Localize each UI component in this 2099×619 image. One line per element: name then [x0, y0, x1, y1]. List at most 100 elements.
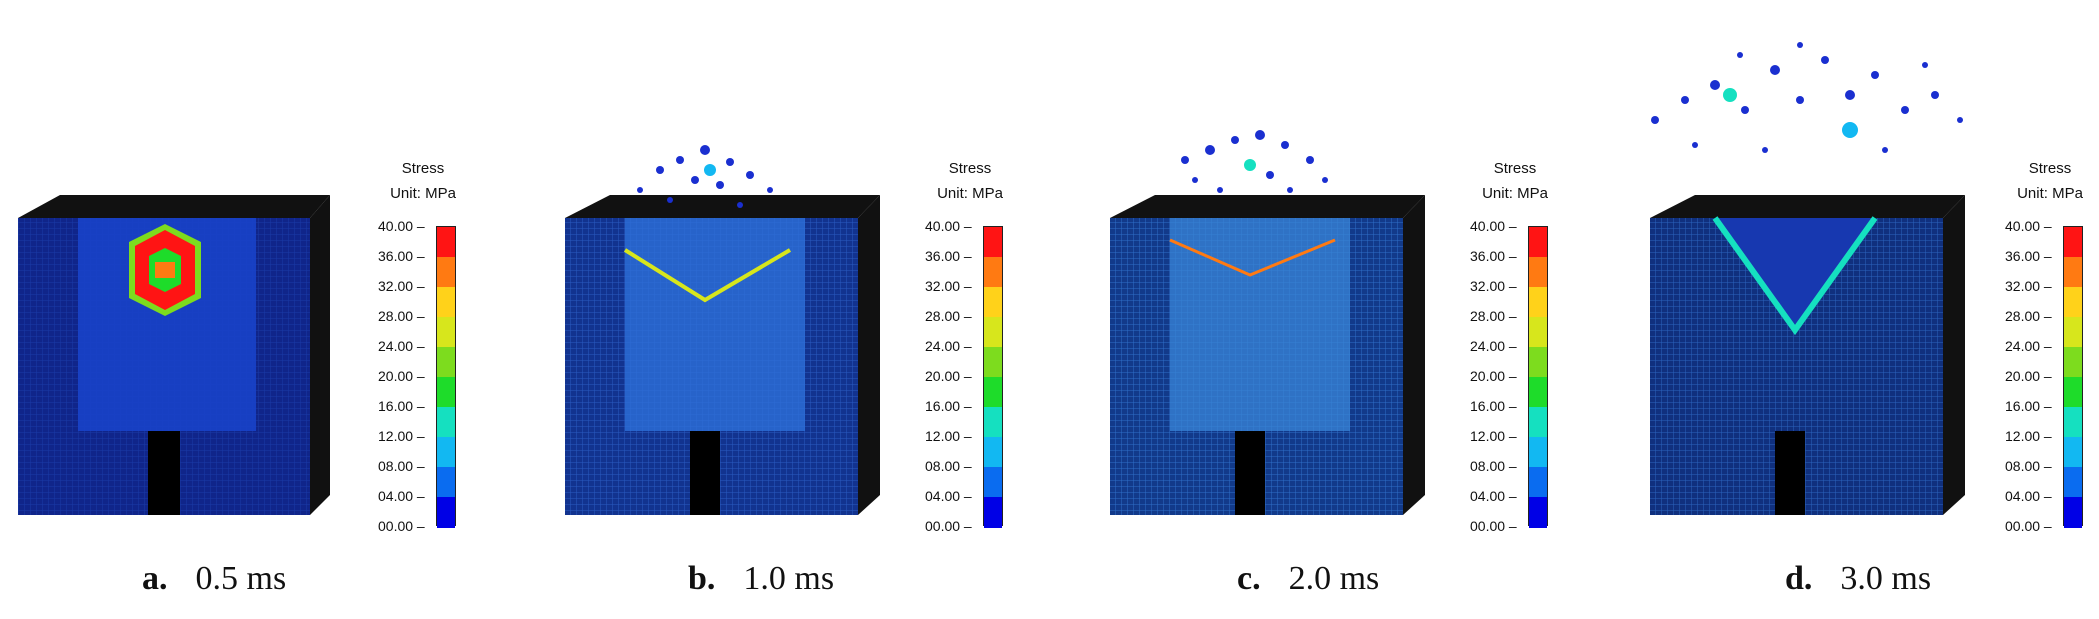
color-scale-segment — [2064, 347, 2082, 378]
legend-title: Stress — [948, 160, 992, 177]
legend-unit: Unit: MPa — [1482, 185, 1548, 202]
color-scale-segment — [2064, 497, 2082, 528]
color-scale-segment — [1529, 227, 1547, 258]
legend-title: Stress — [1493, 160, 1537, 177]
caption-c: c. 2.0 ms — [1237, 560, 1379, 598]
tick-label: 12.00 – — [378, 428, 425, 444]
tick-label: 12.00 – — [925, 428, 972, 444]
tick-label: 16.00 – — [925, 398, 972, 414]
stress-simulation-image-b — [565, 145, 880, 515]
tick-label: 40.00 – — [2005, 218, 2052, 234]
color-scale-segment — [2064, 317, 2082, 348]
tick-label: 04.00 – — [378, 488, 425, 504]
color-scale-bar — [983, 226, 1003, 528]
caption-a: a. 0.5 ms — [142, 560, 286, 598]
tick-label: 24.00 – — [925, 338, 972, 354]
color-scale-segment — [984, 287, 1002, 318]
color-scale-segment — [1529, 287, 1547, 318]
color-scale-segment — [437, 317, 455, 348]
tick-label: 20.00 – — [1470, 368, 1517, 384]
tick-label: 32.00 – — [378, 278, 425, 294]
color-scale-bar — [1528, 226, 1548, 528]
color-scale-segment — [1529, 497, 1547, 528]
stress-legend-a: Stress Unit: MPa 40.00 – 36.00 – 32.00 – 28… — [378, 160, 488, 540]
color-scale-segment — [437, 437, 455, 468]
color-scale-segment — [984, 227, 1002, 258]
stress-legend-b: Stress Unit: MPa 40.00 – 36.00 – 32.00 – 28… — [925, 160, 1035, 540]
tick-label: 16.00 – — [1470, 398, 1517, 414]
color-scale-segment — [1529, 257, 1547, 288]
tick-label: 08.00 – — [2005, 458, 2052, 474]
tick-label: 08.00 – — [378, 458, 425, 474]
panel-a: Stress Unit: MPa 40.00 – 36.00 – 32.00 – 28… — [0, 0, 520, 619]
stress-simulation-image-c — [1110, 130, 1425, 515]
tick-label: 28.00 – — [925, 308, 972, 324]
stress-simulation-image-a — [18, 195, 330, 515]
caption-b: b. 1.0 ms — [688, 560, 834, 598]
panel-c: Stress Unit: MPa 40.00 – 36.00 – 32.00 – 28… — [1085, 0, 1605, 619]
tick-label: 28.00 – — [1470, 308, 1517, 324]
color-scale-segment — [2064, 227, 2082, 258]
color-scale-segment — [437, 257, 455, 288]
tick-label: 32.00 – — [925, 278, 972, 294]
color-scale-segment — [984, 317, 1002, 348]
color-scale-segment — [437, 467, 455, 498]
color-scale-segment — [1529, 377, 1547, 408]
color-scale-segment — [437, 227, 455, 258]
tick-label: 24.00 – — [378, 338, 425, 354]
tick-label: 20.00 – — [2005, 368, 2052, 384]
color-scale-segment — [984, 467, 1002, 498]
panel-letter: b. — [688, 560, 716, 597]
tick-label: 08.00 – — [1470, 458, 1517, 474]
tick-label: 36.00 – — [2005, 248, 2052, 264]
tick-label: 32.00 – — [1470, 278, 1517, 294]
color-scale-segment — [1529, 317, 1547, 348]
fragment-cloud — [1181, 130, 1328, 193]
tick-label: 40.00 – — [378, 218, 425, 234]
color-scale-segment — [437, 407, 455, 438]
color-scale-segment — [1529, 437, 1547, 468]
color-scale-segment — [2064, 287, 2082, 318]
color-scale-segment — [437, 287, 455, 318]
legend-unit: Unit: MPa — [2017, 185, 2083, 202]
color-scale-segment — [437, 497, 455, 528]
tick-label: 12.00 – — [1470, 428, 1517, 444]
tick-label: 24.00 – — [1470, 338, 1517, 354]
stress-legend-d: Stress Unit: MPa 40.00 – 36.00 – 32.00 – 28… — [2005, 160, 2099, 540]
tick-label: 20.00 – — [378, 368, 425, 384]
color-scale-segment — [2064, 377, 2082, 408]
tick-label: 08.00 – — [925, 458, 972, 474]
time-label: 1.0 ms — [743, 560, 835, 597]
tick-label: 20.00 – — [925, 368, 972, 384]
color-scale-segment — [984, 347, 1002, 378]
fragment-cloud — [1651, 42, 1963, 153]
caption-d: d. 3.0 ms — [1785, 560, 1931, 598]
color-scale-segment — [437, 377, 455, 408]
panel-letter: a. — [142, 560, 168, 597]
color-scale-segment — [2064, 437, 2082, 468]
time-label: 2.0 ms — [1288, 560, 1380, 597]
color-scale-segment — [437, 347, 455, 378]
color-scale-segment — [984, 377, 1002, 408]
tick-label: 40.00 – — [925, 218, 972, 234]
tick-label: 28.00 – — [378, 308, 425, 324]
color-scale-segment — [1529, 407, 1547, 438]
legend-unit: Unit: MPa — [937, 185, 1003, 202]
panel-b: Stress Unit: MPa 40.00 – 36.00 – 32.00 – 28… — [540, 0, 1060, 619]
color-scale-segment — [984, 497, 1002, 528]
legend-title: Stress — [2028, 160, 2072, 177]
color-scale-bar — [436, 226, 456, 528]
color-scale-segment — [2064, 257, 2082, 288]
tick-label: 32.00 – — [2005, 278, 2052, 294]
time-label: 3.0 ms — [1840, 560, 1932, 597]
panel-letter: c. — [1237, 560, 1261, 597]
legend-title: Stress — [401, 160, 445, 177]
stress-simulation-image-d — [1650, 42, 1965, 515]
tick-label: 04.00 – — [1470, 488, 1517, 504]
tick-label: 36.00 – — [1470, 248, 1517, 264]
color-scale-segment — [984, 257, 1002, 288]
tick-label: 40.00 – — [1470, 218, 1517, 234]
color-scale-segment — [984, 437, 1002, 468]
color-scale-segment — [1529, 467, 1547, 498]
color-scale-segment — [984, 407, 1002, 438]
